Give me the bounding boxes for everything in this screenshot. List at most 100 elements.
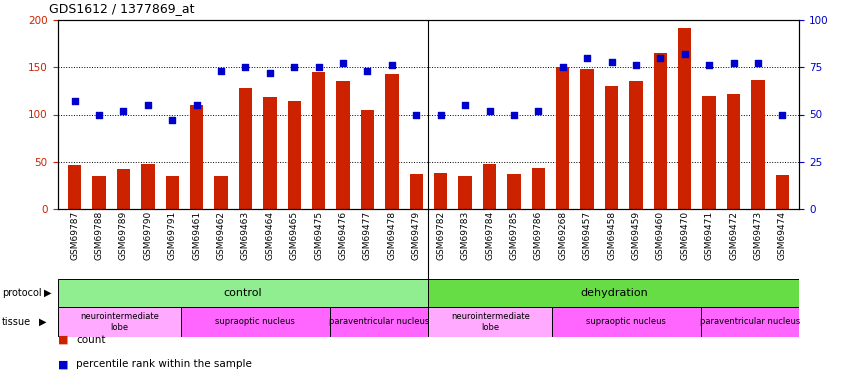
- Point: [117, 108, 130, 114]
- Text: GSM69789: GSM69789: [119, 211, 128, 260]
- Text: supraoptic nucleus: supraoptic nucleus: [216, 318, 295, 327]
- Text: neurointermediate
lobe: neurointermediate lobe: [451, 312, 530, 332]
- Bar: [727, 94, 740, 209]
- Text: GSM69477: GSM69477: [363, 211, 372, 260]
- Text: paraventricular nucleus: paraventricular nucleus: [329, 318, 429, 327]
- Text: ▶: ▶: [44, 288, 52, 298]
- Point: [190, 102, 203, 108]
- Bar: [552, 307, 700, 337]
- Text: control: control: [223, 288, 262, 298]
- Text: GSM69478: GSM69478: [387, 211, 397, 260]
- Bar: [214, 176, 228, 209]
- Bar: [239, 88, 252, 209]
- Bar: [434, 173, 448, 209]
- Bar: [360, 110, 374, 209]
- Text: GSM69463: GSM69463: [241, 211, 250, 260]
- Text: GSM69783: GSM69783: [460, 211, 470, 260]
- Point: [239, 64, 252, 70]
- Point: [360, 68, 374, 74]
- Text: GSM69788: GSM69788: [95, 211, 103, 260]
- Bar: [58, 279, 428, 307]
- Text: GSM69457: GSM69457: [583, 211, 591, 260]
- Bar: [190, 105, 203, 209]
- Point: [556, 64, 569, 70]
- Text: GSM69460: GSM69460: [656, 211, 665, 260]
- Point: [580, 55, 594, 61]
- Bar: [428, 307, 552, 337]
- Point: [702, 62, 716, 68]
- Text: GSM69473: GSM69473: [754, 211, 762, 260]
- Point: [459, 102, 472, 108]
- Point: [678, 51, 691, 57]
- Bar: [337, 81, 349, 209]
- Text: supraoptic nucleus: supraoptic nucleus: [586, 318, 667, 327]
- Bar: [166, 176, 179, 209]
- Text: GSM69479: GSM69479: [412, 211, 420, 260]
- Point: [214, 68, 228, 74]
- Bar: [385, 74, 398, 209]
- Text: GSM69472: GSM69472: [729, 211, 738, 260]
- Text: protocol: protocol: [2, 288, 41, 298]
- Text: GSM69465: GSM69465: [290, 211, 299, 260]
- Bar: [181, 307, 330, 337]
- Text: ■: ■: [58, 359, 68, 369]
- Point: [166, 117, 179, 123]
- Bar: [629, 81, 643, 209]
- Text: GSM69471: GSM69471: [705, 211, 714, 260]
- Text: GSM69791: GSM69791: [168, 211, 177, 260]
- Point: [409, 111, 423, 117]
- Text: GSM69786: GSM69786: [534, 211, 543, 260]
- Bar: [428, 279, 799, 307]
- Point: [141, 102, 155, 108]
- Text: GDS1612 / 1377869_at: GDS1612 / 1377869_at: [49, 2, 195, 15]
- Text: neurointermediate
lobe: neurointermediate lobe: [80, 312, 159, 332]
- Point: [776, 111, 789, 117]
- Bar: [92, 176, 106, 209]
- Bar: [531, 168, 545, 209]
- Text: GSM69784: GSM69784: [485, 211, 494, 260]
- Point: [727, 60, 740, 66]
- Text: dehydration: dehydration: [580, 288, 648, 298]
- Bar: [141, 164, 155, 209]
- Text: GSM69459: GSM69459: [631, 211, 640, 260]
- Point: [92, 111, 106, 117]
- Text: GSM69470: GSM69470: [680, 211, 689, 260]
- Text: GSM69464: GSM69464: [266, 211, 274, 260]
- Bar: [459, 176, 472, 209]
- Point: [68, 98, 81, 104]
- Text: paraventricular nucleus: paraventricular nucleus: [700, 318, 800, 327]
- Bar: [678, 27, 691, 209]
- Bar: [751, 80, 765, 209]
- Text: GSM69476: GSM69476: [338, 211, 348, 260]
- Text: GSM69785: GSM69785: [509, 211, 519, 260]
- Point: [531, 108, 545, 114]
- Bar: [580, 69, 594, 209]
- Text: GSM69461: GSM69461: [192, 211, 201, 260]
- Bar: [605, 86, 618, 209]
- Bar: [263, 98, 277, 209]
- Point: [288, 64, 301, 70]
- Point: [629, 62, 643, 68]
- Point: [434, 111, 448, 117]
- Bar: [68, 165, 81, 209]
- Text: GSM69790: GSM69790: [143, 211, 152, 260]
- Text: tissue: tissue: [2, 317, 30, 327]
- Point: [312, 64, 326, 70]
- Bar: [409, 174, 423, 209]
- Point: [654, 55, 667, 61]
- Point: [263, 70, 277, 76]
- Text: GSM69475: GSM69475: [314, 211, 323, 260]
- Bar: [556, 67, 569, 209]
- Point: [337, 60, 350, 66]
- Point: [483, 108, 497, 114]
- Text: GSM69782: GSM69782: [437, 211, 445, 260]
- Text: GSM69268: GSM69268: [558, 211, 567, 260]
- Bar: [288, 101, 301, 209]
- Text: ▶: ▶: [39, 317, 47, 327]
- Bar: [700, 307, 799, 337]
- Bar: [117, 169, 130, 209]
- Bar: [776, 175, 789, 209]
- Point: [385, 62, 398, 68]
- Text: count: count: [76, 335, 106, 345]
- Text: GSM69474: GSM69474: [777, 211, 787, 260]
